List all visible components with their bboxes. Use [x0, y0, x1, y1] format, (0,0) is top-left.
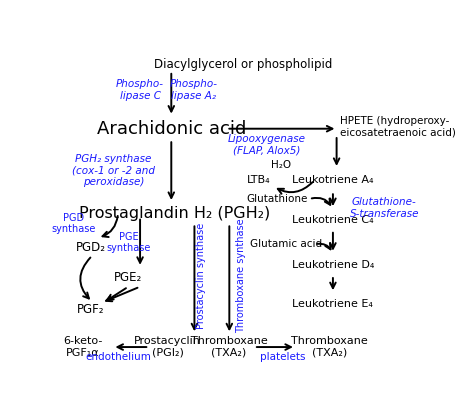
- Text: H₂O: H₂O: [272, 160, 292, 170]
- Text: Thromboxane synthase: Thromboxane synthase: [236, 218, 246, 333]
- Text: PGH₂ synthase
(cox-1 or -2 and
peroxidase): PGH₂ synthase (cox-1 or -2 and peroxidas…: [72, 154, 155, 187]
- Text: Glutathione-
S-transferase: Glutathione- S-transferase: [350, 197, 419, 219]
- Text: Thromboxane
(TXA₂): Thromboxane (TXA₂): [291, 336, 368, 358]
- Text: PGD
synthase: PGD synthase: [51, 213, 95, 234]
- Text: Phospho-
lipase C: Phospho- lipase C: [116, 79, 164, 101]
- Text: platelets: platelets: [260, 352, 305, 362]
- Text: Leukotriene D₄: Leukotriene D₄: [292, 259, 374, 269]
- Text: PGE
synthase: PGE synthase: [107, 232, 151, 254]
- Text: Leukotriene E₄: Leukotriene E₄: [292, 299, 374, 309]
- Text: Lipooxygenase
(FLAP, Alox5): Lipooxygenase (FLAP, Alox5): [228, 134, 306, 156]
- Text: Glutamic acid: Glutamic acid: [250, 239, 322, 249]
- Text: Leukotriene A₄: Leukotriene A₄: [292, 175, 374, 185]
- Text: Thromboxane
(TXA₂): Thromboxane (TXA₂): [191, 336, 267, 358]
- Text: Prostaglandin H₂ (PGH₂): Prostaglandin H₂ (PGH₂): [79, 206, 271, 221]
- Text: PGD₂: PGD₂: [75, 241, 106, 254]
- Text: Prostacyclin
(PGI₂): Prostacyclin (PGI₂): [134, 336, 201, 358]
- Text: PGE₂: PGE₂: [114, 271, 142, 284]
- Text: 6-keto-
PGF₁α: 6-keto- PGF₁α: [64, 336, 103, 358]
- Text: Phospho-
lipase A₂: Phospho- lipase A₂: [169, 79, 218, 101]
- Text: PGF₂: PGF₂: [77, 303, 104, 316]
- Text: Leukotriene C₄: Leukotriene C₄: [292, 215, 374, 225]
- Text: LTB₄: LTB₄: [247, 175, 271, 185]
- Text: Diacylglycerol or phospholipid: Diacylglycerol or phospholipid: [154, 58, 332, 71]
- Text: HPETE (hydroperoxy-
eicosatetraenoic acid): HPETE (hydroperoxy- eicosatetraenoic aci…: [340, 116, 456, 138]
- Text: endothelium: endothelium: [86, 352, 152, 362]
- Text: Arachidonic acid: Arachidonic acid: [97, 120, 246, 138]
- Text: Prostacyclin synthase: Prostacyclin synthase: [196, 222, 206, 329]
- Text: Glutathione: Glutathione: [246, 194, 308, 204]
